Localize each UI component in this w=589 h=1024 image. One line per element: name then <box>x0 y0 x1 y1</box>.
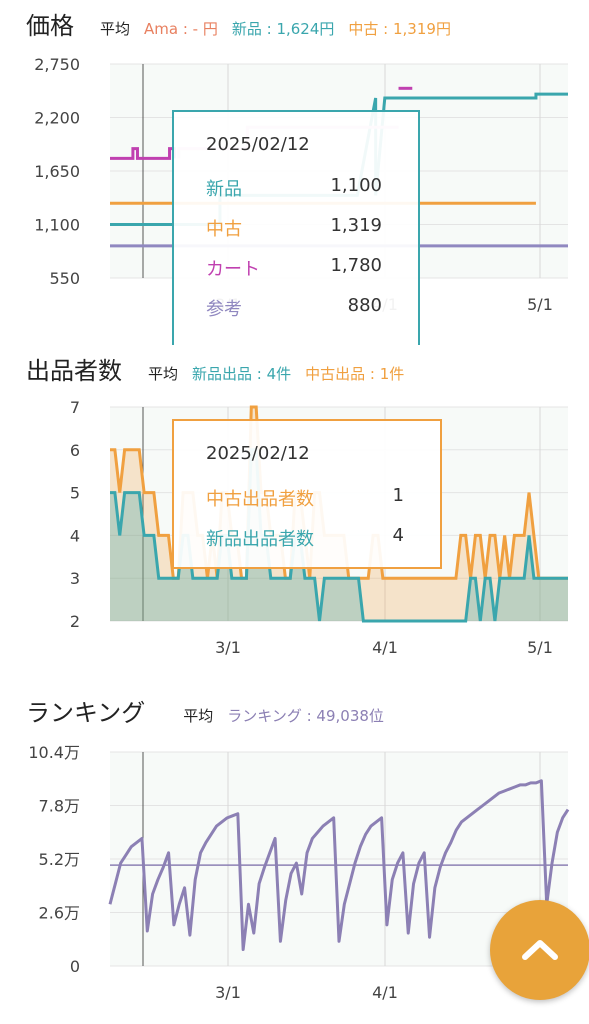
ranking-chart[interactable]: 10.4万 7.8万 5.2万 2.6万 0 3/1 4/1 <box>0 685 589 1024</box>
price-header: 価格 平均 Ama : - 円 新品 : 1,624円 中古 : 1,319円 <box>26 6 451 41</box>
price-y-tick-label: 550 <box>49 269 80 288</box>
sellers-header: 出品者数 平均 新品出品 : 4件 中古出品 : 1件 <box>26 351 404 386</box>
price-avg-label: 平均 <box>100 20 131 38</box>
sellers-series-area <box>110 449 568 621</box>
ranking-y-tick-label: 2.6万 <box>39 904 80 923</box>
ranking-x-tick-label: 3/1 <box>215 983 241 1002</box>
sellers-tooltip: 2025/02/12 中古出品者数 1 新品出品者数 4 <box>172 419 442 569</box>
ranking-y-tick-label: 7.8万 <box>39 797 80 816</box>
ranking-x-tick-label: 4/1 <box>372 983 398 1002</box>
ranking-title: ランキング <box>26 699 146 727</box>
ranking-header: ランキング 平均 ランキング : 49,038位 <box>26 693 384 728</box>
ranking-avg-rank: ランキング : 49,038位 <box>227 707 384 725</box>
price-tooltip-row-ref: 参考 880 <box>206 295 382 321</box>
sellers-y-tick-label: 4 <box>70 526 80 545</box>
tooltip-value-cart: 1,780 <box>330 255 382 276</box>
ranking-y-tick-label: 10.4万 <box>28 743 80 762</box>
tooltip-label-new: 新品 <box>206 179 242 200</box>
sellers-y-tick-label: 7 <box>70 398 80 417</box>
sellers-title: 出品者数 <box>26 357 122 385</box>
ranking-series-line <box>108 779 570 952</box>
price-y-tick-label: 2,200 <box>34 109 80 128</box>
price-avg-ama: Ama : - 円 <box>144 20 218 38</box>
tooltip-label-used-sellers: 中古出品者数 <box>206 489 314 510</box>
scroll-top-button[interactable] <box>490 900 589 1000</box>
tooltip-value-new: 1,100 <box>330 175 382 196</box>
tooltip-label-new-sellers: 新品出品者数 <box>206 529 314 550</box>
sellers-tooltip-row-new: 新品出品者数 4 <box>206 525 404 551</box>
tooltip-value-new-sellers: 4 <box>392 525 404 546</box>
price-x-tick-label: 5/1 <box>527 295 553 314</box>
price-tooltip-row-cart: カート 1,780 <box>206 255 382 281</box>
ranking-y-tick-label: 0 <box>70 957 80 976</box>
tooltip-value-used: 1,319 <box>330 215 382 236</box>
sellers-y-tick-label: 2 <box>70 612 80 631</box>
price-tooltip-date: 2025/02/12 <box>206 134 310 155</box>
price-tooltip-row-new: 新品 1,100 <box>206 175 382 201</box>
price-y-tick-label: 1,100 <box>34 216 80 235</box>
price-y-tick-label: 2,750 <box>34 55 80 74</box>
ranking-section: ランキング 平均 ランキング : 49,038位 10.4万 7.8万 5.2万 2.… <box>0 685 589 1024</box>
sellers-y-tick-label: 3 <box>70 569 80 588</box>
ranking-avg-label: 平均 <box>183 707 214 725</box>
price-y-tick-label: 1,650 <box>34 162 80 181</box>
price-section: 価格 平均 Ama : - 円 新品 : 1,624円 中古 : 1,319円 … <box>0 0 589 345</box>
sellers-avg-label: 平均 <box>148 365 179 383</box>
price-avg-new: 新品 : 1,624円 <box>231 20 335 38</box>
sellers-avg-new: 新品出品 : 4件 <box>192 365 292 383</box>
sellers-x-tick-label: 4/1 <box>372 638 398 657</box>
tooltip-label-used: 中古 <box>206 219 242 240</box>
tooltip-label-cart: カート <box>206 259 260 280</box>
sellers-y-tick-label: 6 <box>70 441 80 460</box>
tooltip-value-ref: 880 <box>347 295 382 316</box>
price-avg-used: 中古 : 1,319円 <box>348 20 451 38</box>
sellers-y-tick-label: 5 <box>70 484 80 503</box>
ranking-y-tick-label: 5.2万 <box>39 850 80 869</box>
sellers-tooltip-date: 2025/02/12 <box>206 443 310 464</box>
tooltip-value-used-sellers: 1 <box>392 485 404 506</box>
sellers-section: 出品者数 平均 新品出品 : 4件 中古出品 : 1件 7 6 5 4 3 2 3/1 4/1… <box>0 345 589 685</box>
sellers-x-tick-label: 3/1 <box>215 638 241 657</box>
tooltip-label-ref: 参考 <box>206 299 242 320</box>
sellers-tooltip-row-used: 中古出品者数 1 <box>206 485 404 511</box>
sellers-x-tick-label: 5/1 <box>527 638 553 657</box>
price-title: 価格 <box>26 12 74 40</box>
price-tooltip-row-used: 中古 1,319 <box>206 215 382 241</box>
price-tooltip: 2025/02/12 新品 1,100 中古 1,319 カート 1,780 参… <box>172 110 420 345</box>
sellers-avg-used: 中古出品 : 1件 <box>305 365 405 383</box>
chevron-up-icon <box>522 940 558 960</box>
